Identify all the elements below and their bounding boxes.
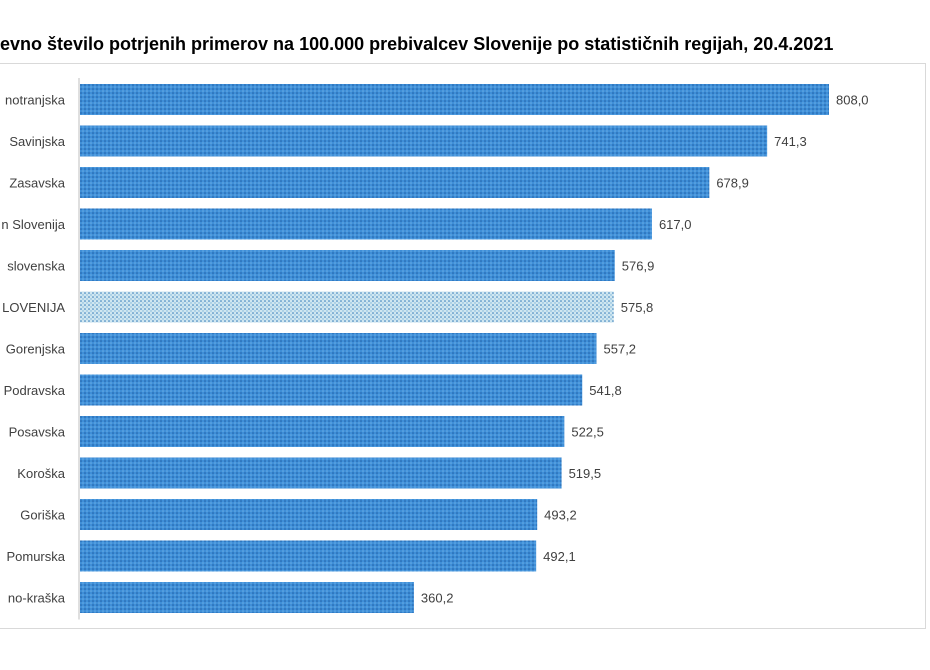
bar <box>80 499 538 530</box>
data-label: 492,1 <box>543 549 576 564</box>
category-label: LOVENIJA <box>2 300 65 315</box>
data-label: 522,5 <box>571 425 604 440</box>
bar <box>80 208 652 240</box>
category-label: Zasavska <box>9 176 65 191</box>
data-label: 519,5 <box>569 466 602 481</box>
bar <box>80 416 565 447</box>
bar <box>80 457 562 489</box>
bar <box>80 582 414 613</box>
bar <box>80 125 768 157</box>
category-label: no-kraška <box>8 591 66 606</box>
category-label: n Slovenija <box>1 217 65 232</box>
data-label: 360,2 <box>421 591 454 606</box>
category-label: notranjska <box>5 93 66 108</box>
data-label: 541,8 <box>589 383 622 398</box>
category-label: Pomurska <box>6 549 65 564</box>
data-label: 576,9 <box>622 259 655 274</box>
bar <box>80 333 597 364</box>
data-label: 808,0 <box>836 93 869 108</box>
bar <box>80 250 615 281</box>
category-label: Podravska <box>4 383 66 398</box>
bar <box>80 291 614 323</box>
data-label: 575,8 <box>621 300 654 315</box>
bar <box>80 167 710 198</box>
bar <box>80 374 583 406</box>
bar <box>80 84 829 115</box>
chart-frame <box>0 63 926 629</box>
bar <box>80 540 537 572</box>
category-label: slovenska <box>7 259 66 274</box>
data-label: 678,9 <box>716 176 749 191</box>
data-label: 741,3 <box>774 134 807 149</box>
data-label: 493,2 <box>544 508 577 523</box>
chart-title: evno število potrjenih primerov na 100.0… <box>0 34 834 54</box>
category-label: Savinjska <box>9 134 65 149</box>
data-label: 557,2 <box>604 342 637 357</box>
category-label: Gorenjska <box>6 342 66 357</box>
data-label: 617,0 <box>659 217 692 232</box>
category-label: Posavska <box>9 425 66 440</box>
category-label: Goriška <box>20 508 66 523</box>
category-label: Koroška <box>17 466 65 481</box>
